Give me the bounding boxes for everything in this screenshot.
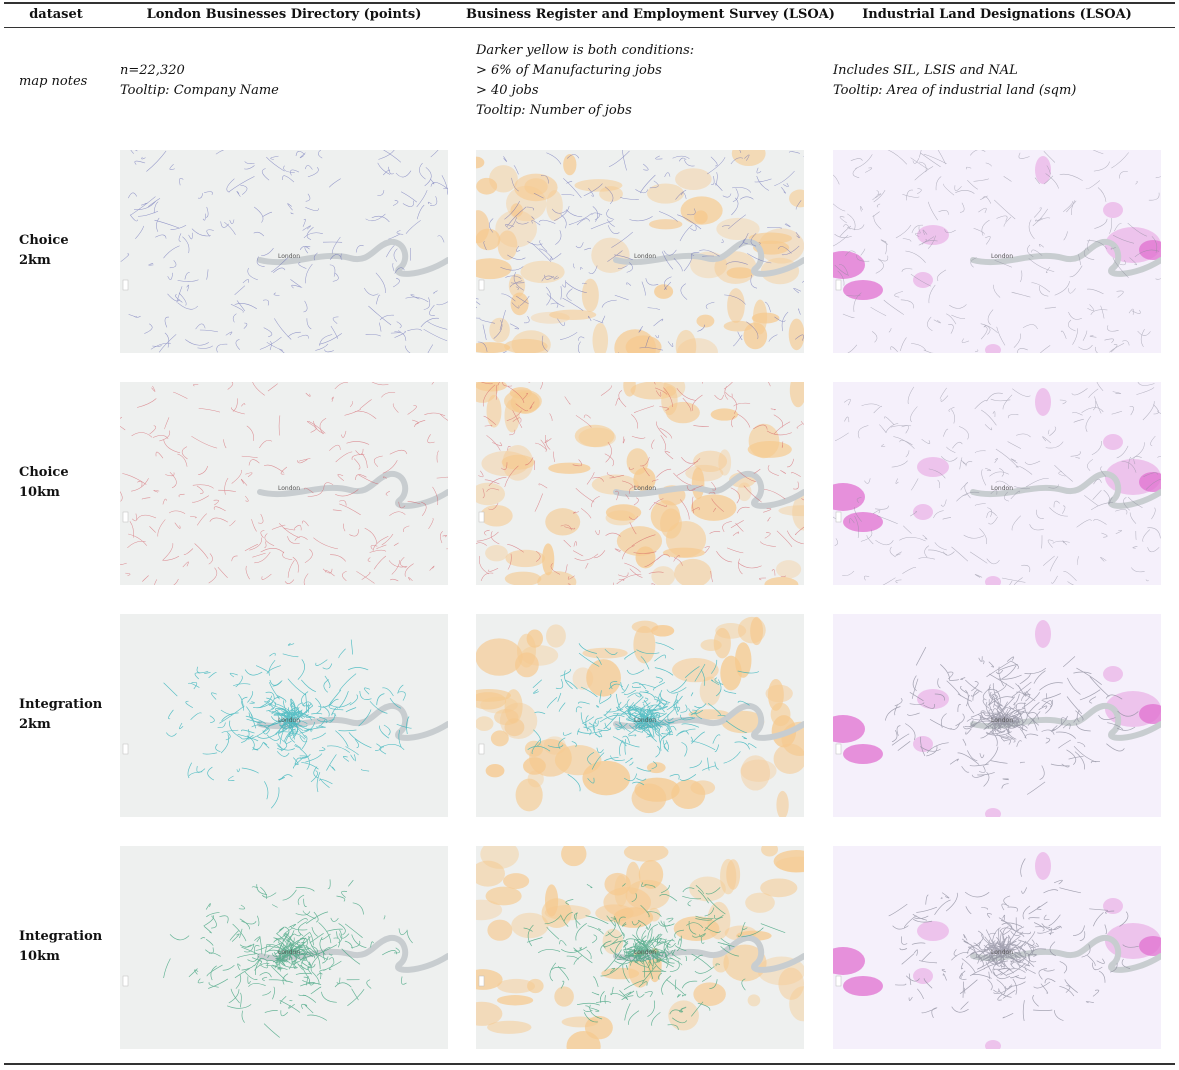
map-integration-2km-bres: London — [476, 614, 804, 817]
row-label-choice-10km: Choice 10km — [19, 463, 69, 503]
map-city-label: London — [278, 717, 300, 724]
map-integration-2km-industrial: London — [833, 614, 1161, 817]
note-line: Darker yellow is both conditions: — [476, 43, 695, 58]
map-choice-2km-bres: London — [476, 150, 804, 353]
header-london-businesses: London Businesses Directory (points) — [146, 7, 422, 22]
map-city-label: London — [991, 485, 1013, 492]
row-label-line1: Integration — [19, 697, 103, 712]
row-label-line2: 10km — [19, 485, 60, 500]
map-integration-10km-businesses: London — [120, 846, 448, 1049]
map-choice-2km-industrial: London — [833, 150, 1161, 353]
note-line: Tooltip: Area of industrial land (sqm) — [833, 83, 1077, 98]
map-city-label: London — [278, 253, 300, 260]
notes-col2: Darker yellow is both conditions: > 6% o… — [476, 41, 694, 121]
map-city-label: London — [634, 717, 656, 724]
note-line: > 40 jobs — [476, 83, 539, 98]
header-bres: Business Register and Employment Survey … — [466, 7, 835, 22]
map-city-label: London — [634, 949, 656, 956]
notes-col1: n=22,320 Tooltip: Company Name — [120, 61, 279, 101]
notes-col3: Includes SIL, LSIS and NAL Tooltip: Area… — [833, 61, 1076, 101]
row-label-integration-10km: Integration 10km — [19, 927, 102, 967]
map-city-label: London — [991, 253, 1013, 260]
row-label-choice-2km: Choice 2km — [19, 231, 69, 271]
header-industrial-land: Industrial Land Designations (LSOA) — [862, 7, 1132, 22]
map-city-label: London — [634, 485, 656, 492]
header-rule — [4, 27, 1175, 28]
map-city-label: London — [991, 949, 1013, 956]
note-line: Tooltip: Number of jobs — [476, 103, 632, 118]
note-line: n=22,320 — [120, 63, 185, 78]
row-label-line1: Choice — [19, 233, 69, 248]
row-label-integration-2km: Integration 2km — [19, 695, 102, 735]
note-line: Tooltip: Company Name — [120, 83, 279, 98]
map-choice-10km-bres: London — [476, 382, 804, 585]
map-city-label: London — [278, 949, 300, 956]
note-line: > 6% of Manufacturing jobs — [476, 63, 662, 78]
map-integration-10km-bres: London — [476, 846, 804, 1049]
map-choice-10km-businesses: London — [120, 382, 448, 585]
map-integration-10km-industrial: London — [833, 846, 1161, 1049]
map-integration-2km-businesses: London — [120, 614, 448, 817]
map-city-label: London — [278, 485, 300, 492]
map-city-label: London — [634, 253, 656, 260]
row-label-line2: 10km — [19, 949, 60, 964]
notes-label: map notes — [19, 74, 88, 89]
map-choice-2km-businesses: London — [120, 150, 448, 353]
note-line: Includes SIL, LSIS and NAL — [833, 63, 1018, 78]
row-label-line2: 2km — [19, 253, 51, 268]
bottom-rule — [4, 1063, 1175, 1065]
row-label-line1: Integration — [19, 929, 103, 944]
map-choice-10km-industrial: London — [833, 382, 1161, 585]
map-city-label: London — [991, 717, 1013, 724]
row-label-line2: 2km — [19, 717, 51, 732]
row-label-line1: Choice — [19, 465, 69, 480]
header-dataset: dataset — [29, 7, 83, 22]
top-rule — [4, 2, 1175, 4]
